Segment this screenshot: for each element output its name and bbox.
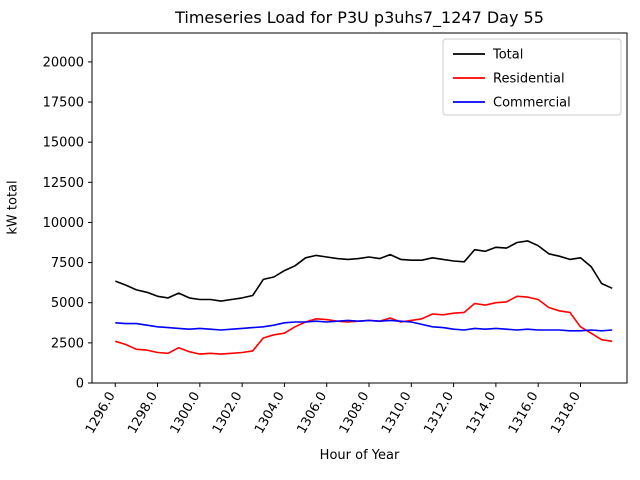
x-tick-label: 1308.0 (337, 390, 373, 437)
legend-label-total: Total (492, 48, 523, 63)
x-tick-label: 1306.0 (294, 390, 330, 437)
x-tick-label: 1300.0 (168, 390, 204, 437)
y-tick-label: 10000 (43, 216, 84, 231)
y-tick-label: 2500 (51, 336, 84, 351)
axes-border (91, 32, 628, 384)
x-tick-label: 1316.0 (506, 390, 542, 437)
x-tick-label: 1310.0 (379, 390, 415, 437)
series-line-commercial (115, 319, 613, 332)
series-line-residential (115, 295, 613, 355)
x-tick-label: 1304.0 (252, 390, 288, 437)
x-tick-label: 1302.0 (210, 390, 246, 437)
x-axis-label: Hour of Year (319, 448, 400, 463)
y-tick-label: 20000 (43, 55, 84, 70)
y-tick-label: 7500 (51, 256, 84, 271)
y-tick-label: 17500 (43, 96, 84, 111)
x-tick-label: 1298.0 (125, 390, 161, 437)
legend-label-residential: Residential (493, 72, 565, 87)
y-tick-label: 0 (76, 377, 84, 392)
y-axis-label: kW total (5, 180, 21, 235)
legend-box (442, 38, 622, 116)
series-line-total (115, 240, 613, 302)
x-tick-label: 1296.0 (83, 390, 119, 437)
x-tick-label: 1314.0 (464, 390, 500, 437)
x-tick-label: 1318.0 (548, 390, 584, 437)
y-tick-label: 5000 (51, 296, 84, 311)
y-tick-label: 15000 (43, 136, 84, 151)
chart-title: Timeseries Load for P3U p3uhs7_1247 Day … (175, 8, 544, 27)
y-tick-label: 12500 (43, 176, 84, 191)
legend-label-commercial: Commercial (493, 96, 571, 111)
x-tick-label: 1312.0 (421, 390, 457, 437)
